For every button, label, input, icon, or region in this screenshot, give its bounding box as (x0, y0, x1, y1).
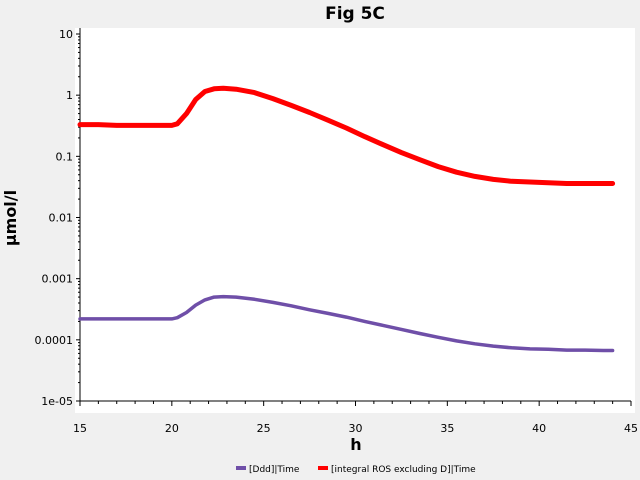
legend-label-1: [Ddd]|Time (249, 465, 300, 475)
x-tick-label: 25 (257, 422, 271, 435)
chart-title: Fig 5C (325, 4, 385, 24)
y-tick-label: 10 (59, 28, 73, 41)
plot-area (75, 28, 635, 413)
y-axis-label: µmol/l (1, 190, 20, 246)
y-tick-label: 1e-05 (41, 395, 73, 408)
series-layer (77, 85, 616, 353)
x-tick-label: 40 (532, 422, 546, 435)
x-tick-label: 35 (440, 422, 454, 435)
x-axis-label: h (350, 435, 361, 454)
y-tick-label: 0.001 (42, 273, 74, 286)
series-line-2 (77, 85, 616, 186)
x-tick-label: 15 (73, 422, 87, 435)
x-axis: 15 20 25 30 35 40 45 (73, 400, 638, 435)
x-tick-label: 30 (349, 422, 363, 435)
x-tick-label: 20 (165, 422, 179, 435)
legend: [Ddd]|Time [integral ROS excluding D]|Tim… (236, 465, 476, 475)
x-tick-label: 45 (624, 422, 638, 435)
y-tick-label: 0.0001 (35, 334, 74, 347)
y-tick-label: 0.01 (49, 212, 74, 225)
y-tick-label: 0.1 (56, 150, 74, 163)
y-tick-label: 1 (66, 89, 73, 102)
series-line-1 (78, 294, 615, 353)
y-axis: 1e-05 0.0001 0.001 0.01 0.1 1 10 (35, 28, 81, 408)
legend-label-2: [integral ROS excluding D]|Time (331, 465, 476, 475)
